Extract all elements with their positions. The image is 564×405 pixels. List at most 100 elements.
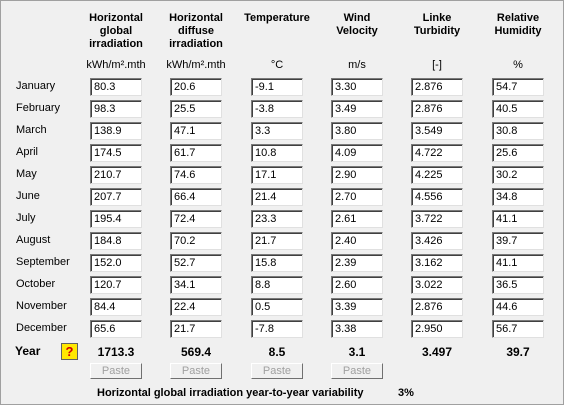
value-input[interactable]: 40.5 <box>492 100 544 118</box>
value-input[interactable]: 30.2 <box>492 166 544 184</box>
value-input[interactable]: 21.7 <box>251 232 303 250</box>
value-input[interactable]: 2.876 <box>411 298 463 316</box>
value-input[interactable]: 25.5 <box>170 100 222 118</box>
value-input[interactable]: 120.7 <box>90 276 142 294</box>
value-input[interactable]: 80.3 <box>90 78 142 96</box>
paste-button[interactable]: Paste <box>251 363 303 379</box>
paste-button[interactable]: Paste <box>331 363 383 379</box>
month-label: December <box>16 322 67 334</box>
value-input[interactable]: 22.4 <box>170 298 222 316</box>
value-input[interactable]: 15.8 <box>251 254 303 272</box>
value-input[interactable]: 25.6 <box>492 144 544 162</box>
value-input[interactable]: 4.09 <box>331 144 383 162</box>
paste-button[interactable]: Paste <box>170 363 222 379</box>
value-input[interactable]: 84.4 <box>90 298 142 316</box>
value-input[interactable]: 3.38 <box>331 320 383 338</box>
value-input[interactable]: 2.876 <box>411 100 463 118</box>
value-input[interactable]: 21.7 <box>170 320 222 338</box>
value-input[interactable]: 23.3 <box>251 210 303 228</box>
value-input[interactable]: 34.8 <box>492 188 544 206</box>
value-input[interactable]: 3.549 <box>411 122 463 140</box>
value-input[interactable]: 3.39 <box>331 298 383 316</box>
value-input[interactable]: 2.61 <box>331 210 383 228</box>
month-label: January <box>16 80 56 92</box>
column-unit: [-] <box>432 59 442 71</box>
value-input[interactable]: 3.722 <box>411 210 463 228</box>
month-label: September <box>16 256 70 268</box>
value-input[interactable]: 39.7 <box>492 232 544 250</box>
value-input[interactable]: 3.30 <box>331 78 383 96</box>
value-input[interactable]: -7.8 <box>251 320 303 338</box>
value-input[interactable]: 174.5 <box>90 144 142 162</box>
paste-button[interactable]: Paste <box>90 363 142 379</box>
value-input[interactable]: 36.5 <box>492 276 544 294</box>
value-input[interactable]: 138.9 <box>90 122 142 140</box>
value-input[interactable]: 44.6 <box>492 298 544 316</box>
value-input[interactable]: 3.80 <box>331 122 383 140</box>
column-header: Relative Humidity <box>494 12 542 37</box>
value-input[interactable]: 52.7 <box>170 254 222 272</box>
value-input[interactable]: 20.6 <box>170 78 222 96</box>
value-input[interactable]: 56.7 <box>492 320 544 338</box>
value-input[interactable]: 8.8 <box>251 276 303 294</box>
value-input[interactable]: 4.722 <box>411 144 463 162</box>
value-input[interactable]: 17.1 <box>251 166 303 184</box>
value-input[interactable]: 195.4 <box>90 210 142 228</box>
value-input[interactable]: 47.1 <box>170 122 222 140</box>
value-input[interactable]: 2.70 <box>331 188 383 206</box>
value-input[interactable]: 2.90 <box>331 166 383 184</box>
value-input[interactable]: 2.60 <box>331 276 383 294</box>
column-unit: m/s <box>348 59 366 71</box>
value-input[interactable]: 3.426 <box>411 232 463 250</box>
value-input[interactable]: 21.4 <box>251 188 303 206</box>
value-input[interactable]: 66.4 <box>170 188 222 206</box>
value-input[interactable]: 3.022 <box>411 276 463 294</box>
value-input[interactable]: 61.7 <box>170 144 222 162</box>
value-input[interactable]: 210.7 <box>90 166 142 184</box>
value-input[interactable]: 0.5 <box>251 298 303 316</box>
value-input[interactable]: 72.4 <box>170 210 222 228</box>
column-total: 1713.3 <box>97 345 135 359</box>
value-input[interactable]: -9.1 <box>251 78 303 96</box>
column-total: 39.7 <box>506 345 530 359</box>
value-input[interactable]: 74.6 <box>170 166 222 184</box>
month-label: May <box>16 168 37 180</box>
value-input[interactable]: 4.225 <box>411 166 463 184</box>
column-header: Horizontal global irradiation <box>89 12 143 50</box>
variability-label: Horizontal global irradiation year-to-ye… <box>97 387 364 399</box>
value-input[interactable]: 2.39 <box>331 254 383 272</box>
month-label: November <box>16 300 67 312</box>
column-unit: kWh/m².mth <box>86 59 146 71</box>
value-input[interactable]: 3.3 <box>251 122 303 140</box>
value-input[interactable]: 34.1 <box>170 276 222 294</box>
value-input[interactable]: 2.876 <box>411 78 463 96</box>
value-input[interactable]: 3.162 <box>411 254 463 272</box>
value-input[interactable]: 41.1 <box>492 254 544 272</box>
month-label: July <box>16 212 36 224</box>
value-input[interactable]: 70.2 <box>170 232 222 250</box>
value-input[interactable]: 184.8 <box>90 232 142 250</box>
value-input[interactable]: 54.7 <box>492 78 544 96</box>
month-label: June <box>16 190 40 202</box>
column-total: 3.1 <box>348 345 366 359</box>
column-header: Horizontal diffuse irradiation <box>169 12 223 50</box>
value-input[interactable]: 98.3 <box>90 100 142 118</box>
value-input[interactable]: 41.1 <box>492 210 544 228</box>
value-input[interactable]: 4.556 <box>411 188 463 206</box>
column-total: 8.5 <box>268 345 286 359</box>
help-icon[interactable]: ? <box>61 343 78 360</box>
value-input[interactable]: 2.40 <box>331 232 383 250</box>
value-input[interactable]: 152.0 <box>90 254 142 272</box>
month-label: March <box>16 124 47 136</box>
value-input[interactable]: 2.950 <box>411 320 463 338</box>
value-input[interactable]: 3.49 <box>331 100 383 118</box>
column-unit: % <box>513 59 523 71</box>
value-input[interactable]: 207.7 <box>90 188 142 206</box>
month-label: February <box>16 102 61 114</box>
value-input[interactable]: -3.8 <box>251 100 303 118</box>
value-input[interactable]: 30.8 <box>492 122 544 140</box>
column-header: Wind Velocity <box>336 12 378 37</box>
value-input[interactable]: 10.8 <box>251 144 303 162</box>
value-input[interactable]: 65.6 <box>90 320 142 338</box>
column-header: Temperature <box>244 12 310 24</box>
